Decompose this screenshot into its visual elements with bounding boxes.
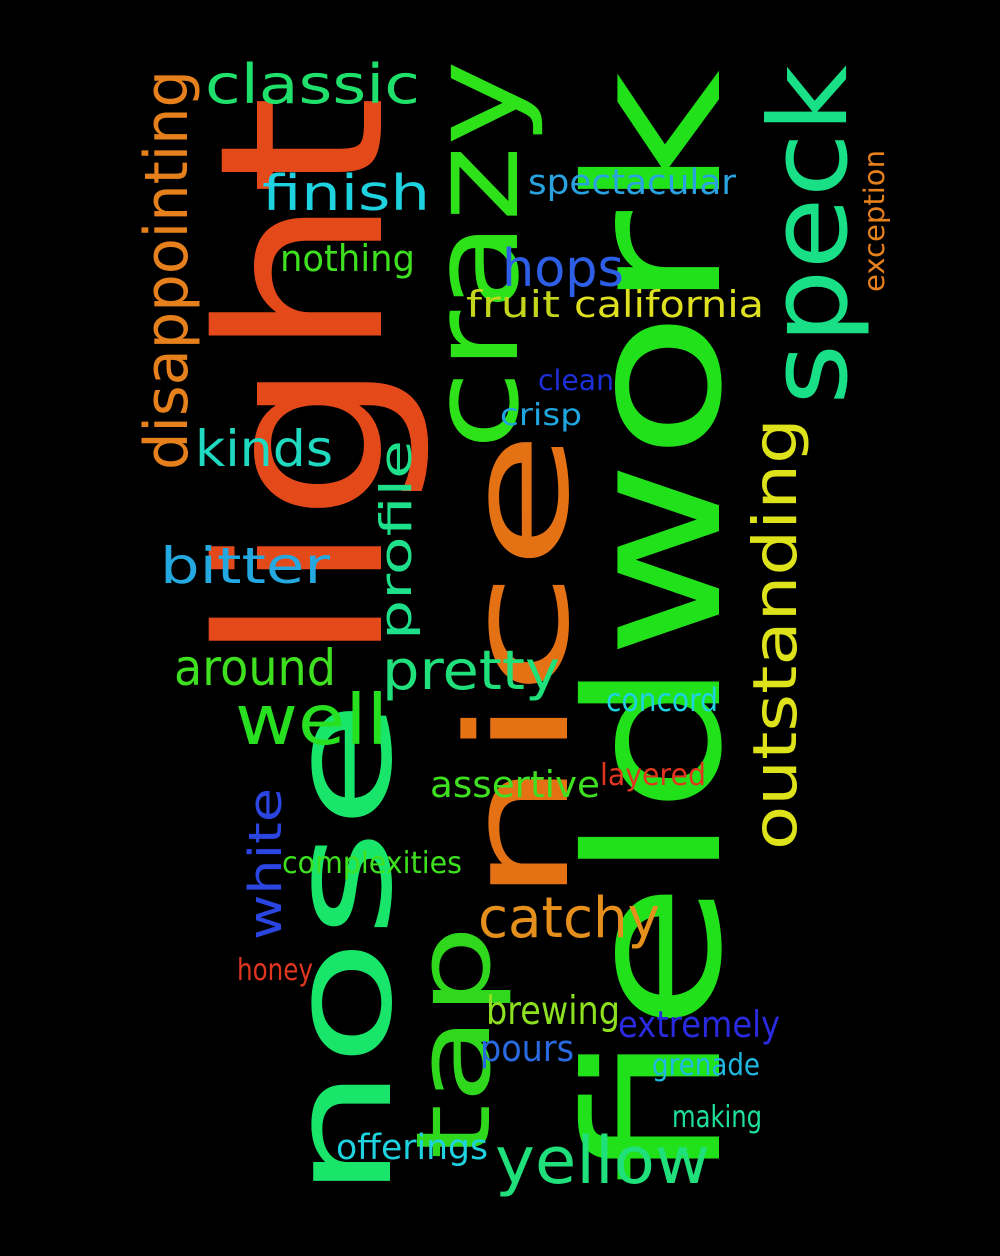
word-classic: classic [205,53,420,116]
word-exception: exception [857,150,891,292]
word-honey: honey [237,952,313,988]
word-concord: concord [606,680,718,719]
word-profile: profile [372,440,423,640]
word-brewing: brewing [486,988,620,1034]
word-spectacular: spectacular [528,162,736,203]
word-crisp: crisp [500,397,582,433]
word-kinds: kinds [195,420,333,479]
word-offerings: offerings [336,1127,488,1168]
word-catchy: catchy [478,885,660,951]
word-nose: nose [260,700,424,1200]
word-grenade: grenade [652,1047,760,1083]
word-pretty: pretty [382,639,560,702]
word-disappointing: disappointing [132,70,202,471]
word-making: making [672,1099,762,1135]
word-around: around [174,639,336,698]
word-nothing: nothing [280,236,415,280]
word-complexities: complexities [282,845,462,881]
word-hops: hops [502,239,624,300]
word-extremely: extremely [618,1002,780,1046]
word-clean: clean [538,363,614,397]
word-well: well [235,681,388,762]
word-layered: layered [600,757,706,793]
word-assertive: assertive [430,762,600,806]
word-finish: finish [262,166,430,223]
word-outstanding: outstanding [740,418,811,850]
word-speck: speck [747,65,872,406]
word-fruit: fruit [466,282,560,326]
word-california: california [574,282,764,326]
word-pours: pours [480,1026,574,1070]
word-bitter: bitter [160,537,330,596]
word-yellow: yellow [495,1123,710,1199]
